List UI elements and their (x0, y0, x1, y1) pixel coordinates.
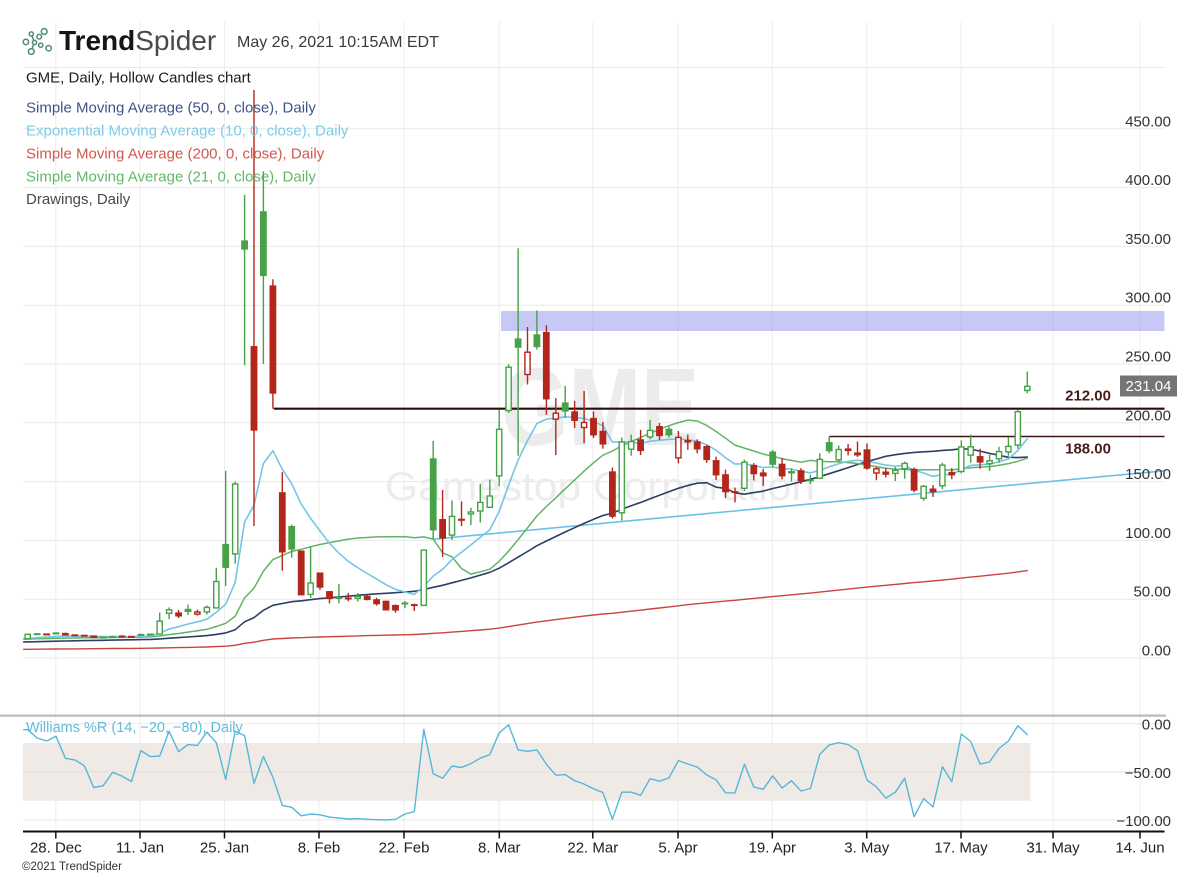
svg-text:100.00: 100.00 (1125, 525, 1171, 542)
svg-text:231.04: 231.04 (1126, 378, 1172, 395)
svg-text:TrendSpider: TrendSpider (59, 25, 216, 56)
svg-text:Drawings, Daily: Drawings, Daily (26, 191, 131, 208)
svg-text:14. Jun: 14. Jun (1115, 840, 1164, 857)
svg-text:May 26, 2021 10:15AM EDT: May 26, 2021 10:15AM EDT (237, 34, 439, 51)
svg-text:©2021 TrendSpider: ©2021 TrendSpider (22, 861, 122, 873)
svg-text:31. May: 31. May (1026, 840, 1080, 857)
svg-text:3. May: 3. May (844, 840, 890, 857)
svg-text:0.00: 0.00 (1142, 643, 1171, 660)
svg-text:300.00: 300.00 (1125, 290, 1171, 307)
svg-text:Williams %R (14, −20, −80), Da: Williams %R (14, −20, −80), Daily (26, 720, 244, 736)
svg-text:22. Mar: 22. Mar (567, 840, 618, 857)
svg-text:250.00: 250.00 (1125, 349, 1171, 366)
svg-text:19. Apr: 19. Apr (749, 840, 797, 857)
svg-text:GME: GME (501, 346, 699, 469)
svg-text:Simple Moving Average (21, 0,: Simple Moving Average (21, 0, close), Da… (26, 169, 316, 186)
svg-text:Exponential Moving Average (10: Exponential Moving Average (10, 0, close… (26, 123, 349, 140)
svg-text:188.00: 188.00 (1065, 441, 1111, 458)
svg-text:22. Feb: 22. Feb (379, 840, 430, 857)
svg-text:28. Dec: 28. Dec (30, 840, 82, 857)
svg-text:0.00: 0.00 (1142, 717, 1171, 734)
svg-text:350.00: 350.00 (1125, 231, 1171, 248)
svg-text:11. Jan: 11. Jan (116, 840, 164, 857)
svg-text:400.00: 400.00 (1125, 172, 1171, 189)
svg-text:450.00: 450.00 (1125, 113, 1171, 130)
svg-text:−100.00: −100.00 (1116, 813, 1171, 830)
svg-text:200.00: 200.00 (1125, 407, 1171, 424)
svg-text:17. May: 17. May (934, 840, 988, 857)
svg-text:212.00: 212.00 (1065, 388, 1111, 405)
svg-text:Simple Moving Average (50, 0,: Simple Moving Average (50, 0, close), Da… (26, 100, 316, 117)
svg-text:−50.00: −50.00 (1125, 765, 1171, 782)
svg-text:150.00: 150.00 (1125, 466, 1171, 483)
svg-text:GME, Daily, Hollow Candles cha: GME, Daily, Hollow Candles chart (26, 70, 252, 87)
svg-text:8. Mar: 8. Mar (478, 840, 521, 857)
svg-text:5. Apr: 5. Apr (658, 840, 697, 857)
svg-text:8. Feb: 8. Feb (298, 840, 341, 857)
svg-text:25. Jan: 25. Jan (200, 840, 249, 857)
svg-text:Simple Moving Average (200, 0,: Simple Moving Average (200, 0, close), D… (26, 146, 325, 163)
svg-text:50.00: 50.00 (1133, 584, 1171, 601)
